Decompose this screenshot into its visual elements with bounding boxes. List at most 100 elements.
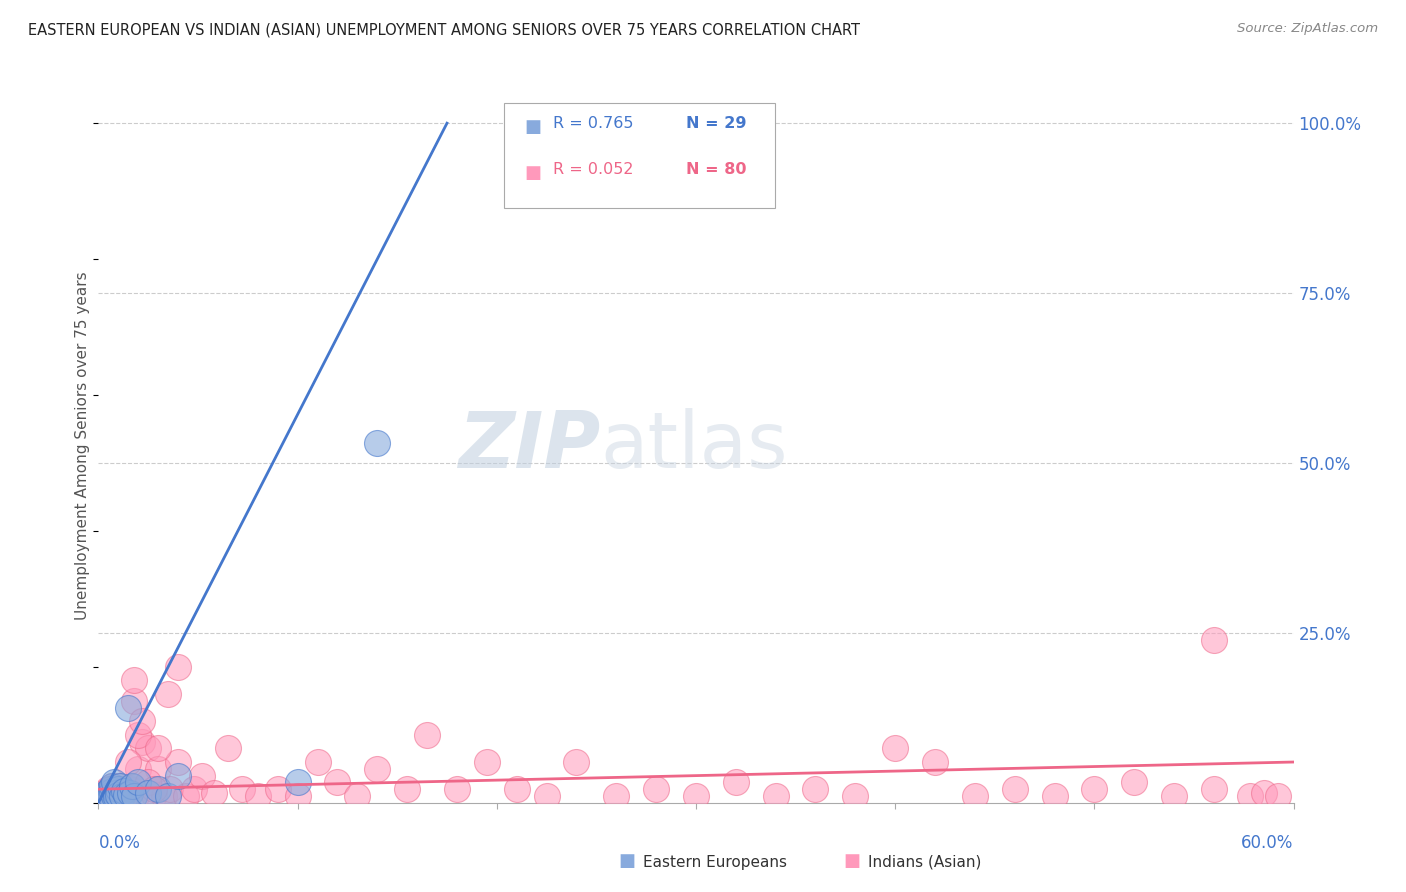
Point bbox=[307, 755, 329, 769]
Point bbox=[100, 788, 122, 802]
Text: Indians (Asian): Indians (Asian) bbox=[868, 855, 981, 870]
Point bbox=[396, 782, 419, 797]
Point bbox=[346, 789, 368, 803]
Text: N = 80: N = 80 bbox=[686, 162, 747, 178]
Point bbox=[124, 694, 146, 708]
Point bbox=[267, 782, 290, 797]
Point bbox=[103, 780, 125, 795]
Text: ■: ■ bbox=[619, 852, 636, 870]
Point bbox=[167, 755, 190, 769]
Point bbox=[143, 788, 166, 802]
Point bbox=[157, 687, 180, 701]
Point bbox=[105, 783, 128, 797]
Point bbox=[101, 783, 124, 797]
Text: EASTERN EUROPEAN VS INDIAN (ASIAN) UNEMPLOYMENT AMONG SENIORS OVER 75 YEARS CORR: EASTERN EUROPEAN VS INDIAN (ASIAN) UNEMP… bbox=[28, 22, 860, 37]
Point bbox=[1267, 789, 1289, 803]
Point bbox=[1253, 786, 1275, 800]
Text: ZIP: ZIP bbox=[458, 408, 600, 484]
Text: R = 0.765: R = 0.765 bbox=[553, 116, 634, 131]
Point bbox=[416, 728, 439, 742]
Point bbox=[924, 755, 946, 769]
Point bbox=[174, 789, 197, 803]
Point bbox=[125, 789, 148, 803]
Y-axis label: Unemployment Among Seniors over 75 years: Unemployment Among Seniors over 75 years bbox=[75, 272, 90, 620]
Point bbox=[101, 786, 124, 800]
Point bbox=[127, 728, 149, 742]
Point bbox=[326, 775, 349, 789]
Point bbox=[1043, 789, 1066, 803]
Point bbox=[100, 782, 122, 797]
Point bbox=[105, 789, 128, 803]
Point bbox=[112, 783, 135, 797]
Point bbox=[136, 775, 159, 789]
Point bbox=[93, 786, 115, 800]
Point bbox=[110, 779, 132, 793]
Point bbox=[1202, 782, 1225, 797]
Point bbox=[1123, 775, 1146, 789]
Point bbox=[120, 782, 142, 797]
Point bbox=[287, 789, 309, 803]
Point bbox=[131, 714, 153, 729]
Point bbox=[117, 788, 139, 802]
Point bbox=[183, 782, 205, 797]
Text: Source: ZipAtlas.com: Source: ZipAtlas.com bbox=[1237, 22, 1378, 36]
Point bbox=[724, 775, 747, 789]
Point bbox=[148, 741, 170, 756]
Point bbox=[127, 762, 149, 776]
Point bbox=[685, 789, 707, 803]
Point bbox=[844, 789, 866, 803]
Text: ■: ■ bbox=[844, 852, 860, 870]
Point bbox=[1163, 789, 1185, 803]
Point bbox=[117, 700, 139, 714]
Point bbox=[101, 779, 124, 793]
Point bbox=[963, 789, 986, 803]
Point bbox=[96, 786, 118, 800]
Point bbox=[103, 775, 125, 789]
Point bbox=[167, 660, 190, 674]
Point bbox=[804, 782, 827, 797]
Point bbox=[366, 435, 388, 450]
Point bbox=[96, 789, 118, 803]
Point bbox=[97, 790, 120, 805]
Point bbox=[143, 782, 166, 797]
Point bbox=[107, 782, 129, 797]
Point bbox=[202, 786, 225, 800]
Point bbox=[111, 789, 134, 803]
Point bbox=[115, 786, 138, 800]
Point bbox=[100, 783, 122, 797]
Point bbox=[105, 786, 128, 800]
Point bbox=[446, 782, 468, 797]
Point bbox=[153, 789, 176, 803]
Point bbox=[127, 775, 149, 789]
Point bbox=[121, 779, 143, 793]
Point bbox=[536, 789, 558, 803]
Point bbox=[626, 116, 648, 130]
Point bbox=[884, 741, 907, 756]
Point bbox=[115, 788, 138, 802]
Point bbox=[112, 783, 135, 797]
Point bbox=[1004, 782, 1026, 797]
Text: atlas: atlas bbox=[600, 408, 787, 484]
Point bbox=[1239, 789, 1261, 803]
Point bbox=[131, 734, 153, 748]
Point bbox=[107, 786, 129, 800]
Point bbox=[107, 779, 129, 793]
Point bbox=[121, 779, 143, 793]
Point bbox=[97, 788, 120, 802]
Text: ■: ■ bbox=[524, 118, 541, 136]
Point bbox=[120, 786, 142, 800]
Point bbox=[246, 789, 269, 803]
Point bbox=[1202, 632, 1225, 647]
Point bbox=[645, 782, 668, 797]
Text: R = 0.052: R = 0.052 bbox=[553, 162, 634, 178]
Text: ■: ■ bbox=[524, 164, 541, 182]
Point bbox=[605, 789, 627, 803]
Point bbox=[117, 755, 139, 769]
Point bbox=[167, 769, 190, 783]
Point bbox=[148, 762, 170, 776]
Point bbox=[124, 673, 146, 688]
Point bbox=[1083, 782, 1105, 797]
Point bbox=[136, 741, 159, 756]
Point bbox=[231, 782, 253, 797]
Point bbox=[287, 775, 309, 789]
